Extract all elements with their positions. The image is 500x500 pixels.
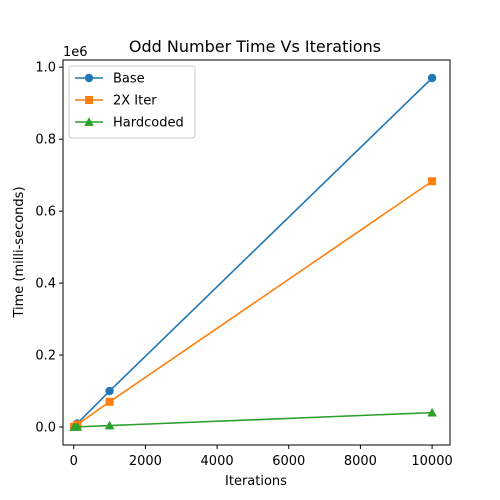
data-point bbox=[427, 407, 437, 417]
legend-label: Hardcoded bbox=[113, 116, 184, 131]
data-point bbox=[428, 177, 437, 186]
plot-area bbox=[69, 73, 437, 431]
series-line bbox=[73, 180, 433, 428]
data-point bbox=[105, 386, 114, 396]
x-tick-label: 8000 bbox=[344, 454, 377, 469]
x-tick-label: 4000 bbox=[201, 454, 234, 469]
legend-label: 2X Iter bbox=[113, 94, 157, 109]
legend-marker bbox=[84, 117, 94, 126]
y-scale-label: 1e6 bbox=[63, 45, 88, 60]
x-axis-label: Iterations bbox=[225, 474, 287, 489]
legend-marker bbox=[85, 96, 93, 104]
axes-frame bbox=[62, 59, 451, 446]
y-tick-label: 0.0 bbox=[35, 421, 56, 436]
x-tick-label: 0 bbox=[70, 454, 78, 469]
y-tick-label: 0.8 bbox=[35, 133, 56, 148]
chart-title: Odd Number Time Vs Iterations bbox=[129, 37, 381, 56]
y-axis-label: Time (milli-seconds) bbox=[12, 186, 27, 318]
legend-frame bbox=[68, 65, 196, 139]
series-line bbox=[74, 411, 433, 428]
legend-label: Base bbox=[113, 72, 145, 87]
data-point bbox=[427, 73, 437, 83]
y-tick-label: 0.6 bbox=[35, 205, 56, 220]
data-point bbox=[105, 397, 114, 406]
data-point bbox=[72, 422, 83, 431]
x-tick-label: 6000 bbox=[272, 454, 305, 469]
x-tick-label: 10000 bbox=[411, 454, 452, 469]
y-tick-label: 0.2 bbox=[35, 349, 56, 364]
data-point bbox=[104, 420, 115, 430]
legend: Base 2X Iter Hardcoded bbox=[68, 65, 196, 139]
y-tick-label: 0.4 bbox=[35, 277, 56, 292]
y-tick-label: 1.0 bbox=[35, 61, 56, 76]
x-tick-label: 2000 bbox=[129, 454, 162, 469]
legend-marker bbox=[84, 73, 94, 83]
